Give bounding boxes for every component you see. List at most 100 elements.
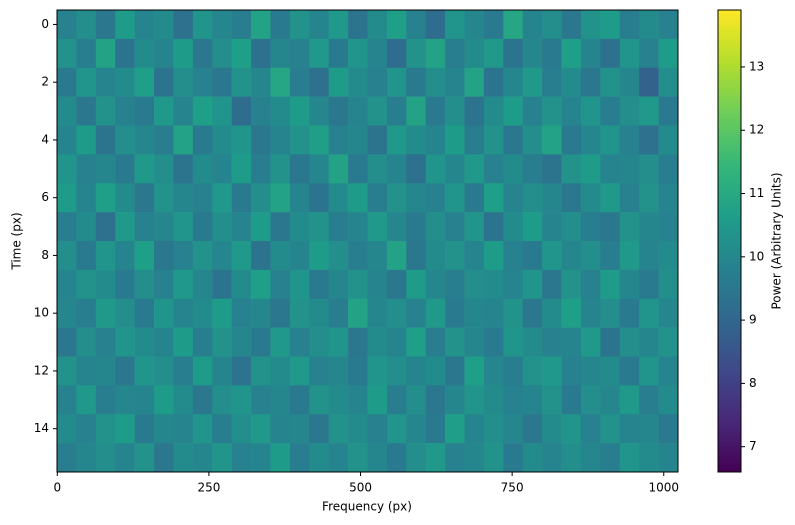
heatmap-cell: [522, 154, 543, 184]
colorbar-tick-label: 9: [749, 313, 757, 327]
colorbar-segment: [718, 379, 741, 384]
heatmap-cell: [289, 67, 310, 97]
colorbar-segment: [718, 56, 741, 61]
heatmap-cell: [309, 183, 329, 213]
heatmap-cell: [251, 298, 271, 328]
colorbar-segment: [718, 264, 741, 269]
heatmap-cell: [580, 10, 601, 40]
heatmap-cell: [406, 154, 427, 184]
heatmap-cell: [503, 212, 524, 242]
heatmap-cell: [134, 125, 155, 155]
heatmap-cell: [57, 443, 77, 473]
heatmap-cell: [561, 67, 582, 97]
heatmap-cell: [173, 327, 194, 357]
heatmap-cell: [309, 327, 329, 357]
colorbar-segment: [718, 198, 741, 203]
colorbar-segment: [718, 275, 741, 280]
heatmap-cell: [522, 356, 543, 386]
heatmap-cell: [154, 10, 174, 40]
colorbar-segment: [718, 375, 741, 381]
heatmap-cell: [522, 212, 543, 242]
colorbar-segment: [718, 102, 741, 107]
heatmap: [57, 10, 679, 473]
heatmap-cell: [309, 298, 329, 328]
colorbar-segment: [718, 421, 741, 427]
heatmap-cell: [542, 269, 562, 300]
colorbar-segment: [718, 244, 741, 250]
colorbar-segment: [718, 383, 741, 388]
heatmap-cell: [600, 38, 621, 69]
heatmap-cell: [115, 154, 135, 184]
heatmap-cell: [561, 212, 582, 242]
heatmap-cell: [425, 356, 446, 386]
colorbar-segment: [718, 387, 741, 392]
heatmap-cell: [503, 356, 524, 386]
heatmap-cell: [173, 356, 194, 386]
colorbar-segment: [718, 48, 741, 53]
heatmap-cell: [134, 327, 155, 357]
heatmap-cell: [639, 443, 659, 473]
heatmap-cell: [658, 154, 679, 184]
heatmap-cell: [289, 212, 310, 242]
heatmap-cell: [464, 183, 485, 213]
heatmap-cell: [522, 443, 543, 473]
heatmap-cell: [270, 443, 291, 473]
heatmap-cell: [445, 67, 465, 97]
heatmap-cell: [406, 356, 427, 386]
heatmap-cell: [600, 385, 621, 415]
heatmap-cell: [580, 269, 601, 300]
colorbar-segment: [718, 306, 741, 311]
heatmap-cell: [270, 10, 291, 40]
heatmap-cell: [270, 38, 291, 69]
heatmap-cell: [542, 212, 562, 242]
colorbar-segment: [718, 113, 741, 119]
heatmap-cell: [639, 154, 659, 184]
heatmap-cell: [173, 241, 194, 271]
heatmap-cell: [231, 154, 252, 184]
colorbar-segment: [718, 310, 741, 315]
heatmap-cell: [76, 183, 97, 213]
heatmap-cell: [639, 67, 659, 97]
heatmap-cell: [309, 125, 329, 155]
heatmap-cell: [406, 96, 427, 126]
heatmap-cell: [600, 269, 621, 300]
heatmap-cell: [95, 96, 116, 126]
heatmap-cell: [231, 125, 252, 155]
heatmap-cell: [367, 443, 388, 473]
colorbar-segment: [718, 252, 741, 257]
heatmap-cell: [270, 356, 291, 386]
heatmap-cell: [154, 38, 174, 69]
y-tick-label: 14: [34, 421, 49, 435]
heatmap-cell: [503, 183, 524, 213]
heatmap-cell: [367, 10, 388, 40]
colorbar-segment: [718, 148, 741, 153]
heatmap-cell: [600, 154, 621, 184]
heatmap-cell: [192, 67, 213, 97]
x-tick-label: 500: [349, 481, 372, 495]
heatmap-cell: [522, 241, 543, 271]
colorbar-segment: [718, 398, 741, 404]
heatmap-cell: [639, 212, 659, 242]
heatmap-cell: [386, 96, 407, 126]
heatmap-cell: [406, 443, 427, 473]
heatmap-cell: [483, 414, 504, 444]
heatmap-cell: [464, 385, 485, 415]
heatmap-cell: [367, 269, 388, 300]
heatmap-cell: [561, 154, 582, 184]
heatmap-cell: [270, 183, 291, 213]
heatmap-cell: [464, 38, 485, 69]
colorbar-segment: [718, 452, 741, 458]
heatmap-cell: [348, 356, 368, 386]
heatmap-cell: [658, 38, 679, 69]
heatmap-cell: [386, 125, 407, 155]
y-tick-label: 6: [41, 190, 49, 204]
heatmap-cell: [658, 269, 679, 300]
heatmap-cell: [386, 212, 407, 242]
heatmap-cell: [600, 96, 621, 126]
heatmap-cell: [386, 67, 407, 97]
heatmap-cell: [600, 443, 621, 473]
heatmap-cell: [483, 443, 504, 473]
colorbar-segment: [718, 241, 741, 246]
heatmap-cell: [212, 298, 232, 328]
heatmap-cell: [328, 414, 349, 444]
